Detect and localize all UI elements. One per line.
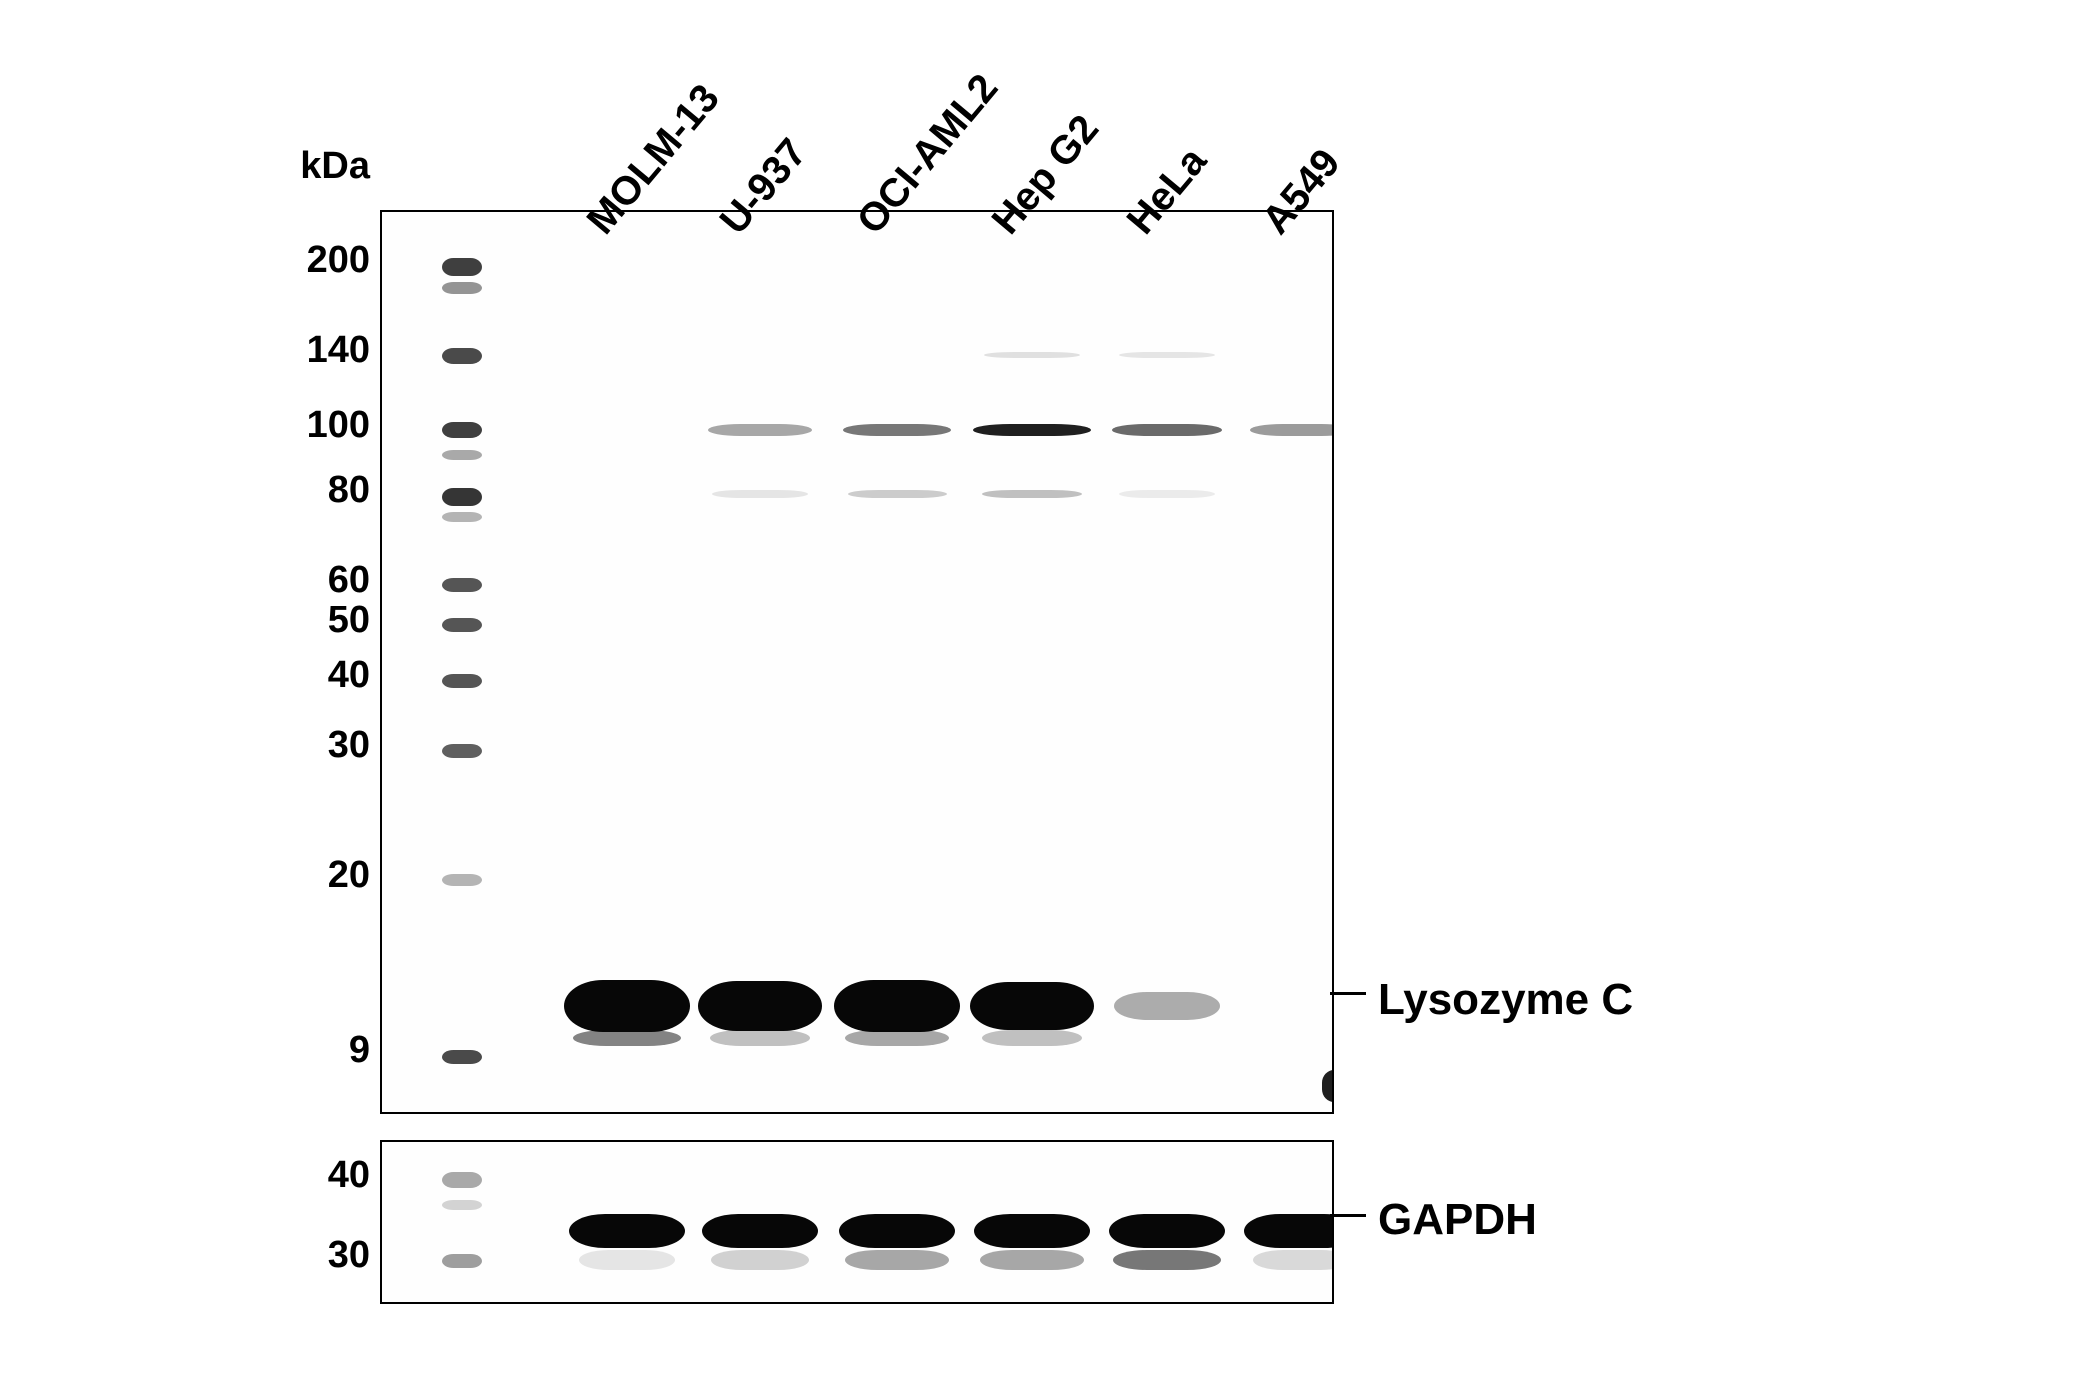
- mw-tick-label: 100: [250, 404, 370, 447]
- lysozyme-band: [970, 982, 1093, 1031]
- ladder-band: [442, 488, 482, 506]
- nonspecific-band: [712, 490, 808, 498]
- ladder-band: [442, 1050, 482, 1064]
- lysozyme-band: [834, 980, 960, 1032]
- nonspecific-band: [1119, 352, 1215, 358]
- mw-tick-label: 30: [250, 724, 370, 767]
- nonspecific-band: [982, 490, 1082, 498]
- mw-tick-label: 200: [250, 239, 370, 282]
- nonspecific-band: [1119, 490, 1215, 498]
- gapdh-band: [839, 1214, 955, 1248]
- gapdh-band: [569, 1214, 685, 1248]
- ladder-band: [442, 282, 482, 294]
- ladder-band: [442, 1172, 482, 1188]
- gapdh-band: [1109, 1214, 1225, 1248]
- kda-axis-label: kDa: [250, 145, 370, 188]
- mw-tick-label: 40: [250, 654, 370, 697]
- target-band-label: GAPDH: [1378, 1195, 1537, 1245]
- ladder-band: [442, 618, 482, 632]
- bottom-blot-box: [380, 1140, 1334, 1304]
- mw-tick-label: 80: [250, 469, 370, 512]
- artifact-blob: [1322, 1070, 1334, 1102]
- nonspecific-band: [843, 424, 952, 436]
- ladder-band: [442, 578, 482, 592]
- lysozyme-shadow: [710, 1030, 810, 1046]
- mw-tick-label: 40: [250, 1154, 370, 1197]
- ladder-band: [442, 1254, 482, 1268]
- ladder-band: [442, 874, 482, 886]
- ladder-band: [442, 512, 482, 522]
- lysozyme-band: [1114, 992, 1220, 1021]
- lysozyme-shadow: [982, 1030, 1082, 1046]
- band-label-tick: [1330, 1214, 1366, 1217]
- band-label-tick: [1330, 992, 1366, 995]
- lysozyme-band: [564, 980, 691, 1033]
- gapdh-shadow: [1253, 1250, 1334, 1270]
- gapdh-shadow: [980, 1250, 1083, 1270]
- nonspecific-band: [1112, 424, 1222, 436]
- gapdh-shadow: [845, 1250, 948, 1270]
- top-blot-box: [380, 210, 1334, 1114]
- ladder-band: [442, 258, 482, 276]
- mw-tick-label: 9: [250, 1029, 370, 1072]
- gapdh-band: [974, 1214, 1090, 1248]
- ladder-band: [442, 450, 482, 460]
- gapdh-shadow: [1113, 1250, 1222, 1270]
- gapdh-shadow: [711, 1250, 809, 1270]
- lysozyme-shadow: [845, 1030, 948, 1046]
- western-blot-figure: kDa 20014010080605040302094030MOLM-13U-9…: [0, 0, 2080, 1400]
- target-band-label: Lysozyme C: [1378, 975, 1633, 1025]
- nonspecific-band: [708, 424, 811, 436]
- mw-tick-label: 30: [250, 1234, 370, 1277]
- nonspecific-band: [984, 352, 1081, 358]
- nonspecific-band: [1250, 424, 1334, 436]
- nonspecific-band: [848, 490, 947, 498]
- mw-tick-label: 50: [250, 599, 370, 642]
- gapdh-band: [1244, 1214, 1334, 1248]
- ladder-band: [442, 744, 482, 758]
- ladder-band: [442, 348, 482, 364]
- ladder-band: [442, 422, 482, 438]
- mw-tick-label: 140: [250, 329, 370, 372]
- mw-tick-label: 20: [250, 854, 370, 897]
- lysozyme-band: [698, 981, 823, 1032]
- gapdh-shadow: [579, 1250, 675, 1270]
- lysozyme-shadow: [573, 1030, 680, 1046]
- nonspecific-band: [973, 424, 1091, 436]
- mw-tick-label: 60: [250, 559, 370, 602]
- ladder-band: [442, 674, 482, 688]
- gapdh-band: [702, 1214, 818, 1248]
- ladder-band: [442, 1200, 482, 1210]
